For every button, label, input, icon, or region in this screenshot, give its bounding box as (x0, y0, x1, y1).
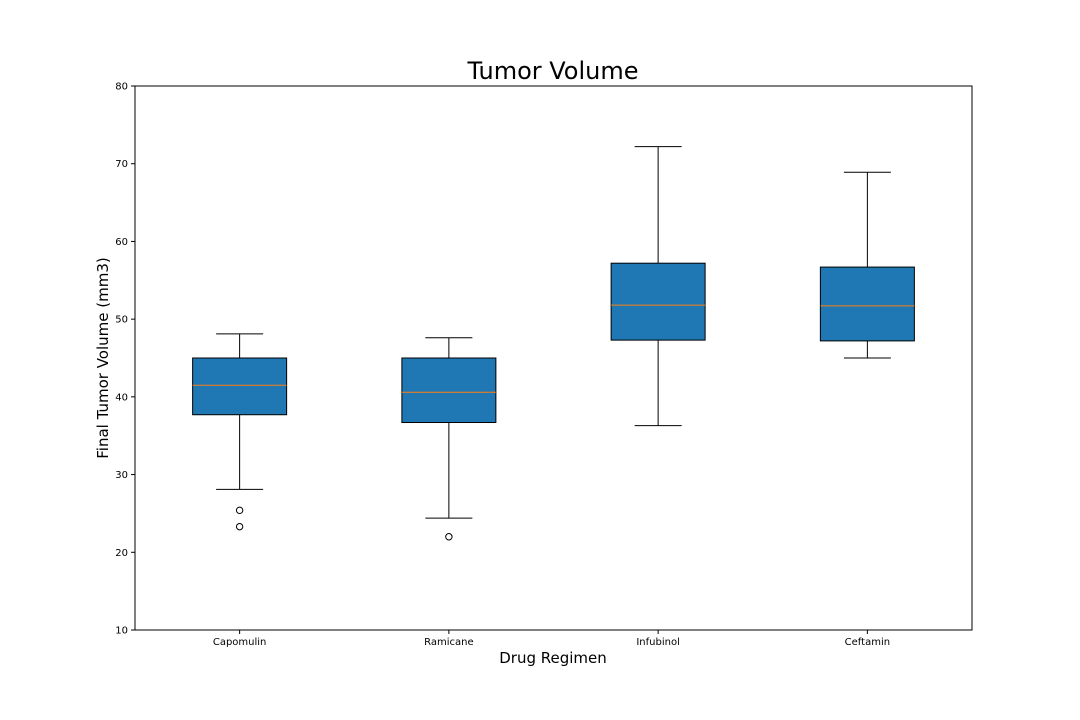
plot-frame (134, 85, 973, 631)
y-tick-label: 40 (115, 392, 128, 403)
x-axis-title: Drug Regimen (499, 649, 607, 667)
chart-title: Tumor Volume (466, 57, 638, 85)
plot-area-group: 10 20 30 40 50 60 70 80 Capomulin Ramicane Infubin… (115, 82, 973, 648)
y-tick-label: 10 (115, 626, 128, 637)
outlier-point (445, 533, 453, 541)
y-tick-label: 60 (115, 237, 128, 248)
y-axis-title: Final Tumor Volume (mm3) (94, 257, 112, 458)
outlier-point (235, 506, 244, 515)
box-ceftamin (819, 266, 915, 342)
y-tick-label: 50 (115, 315, 128, 326)
y-tick-label: 80 (115, 82, 128, 93)
x-tick-label: Capomulin (213, 637, 267, 648)
x-tick-label: Infubinol (636, 637, 680, 648)
box-capomulin (192, 357, 288, 416)
y-tick-label: 30 (115, 470, 128, 481)
box-ramicane (401, 357, 497, 424)
box-infubinol (610, 262, 706, 341)
x-tick-label: Ramicane (424, 637, 474, 648)
y-tick-label: 70 (115, 159, 128, 170)
y-tick-label: 20 (115, 548, 128, 559)
outlier-point (235, 522, 244, 531)
x-tick-label: Ceftamin (845, 637, 890, 648)
